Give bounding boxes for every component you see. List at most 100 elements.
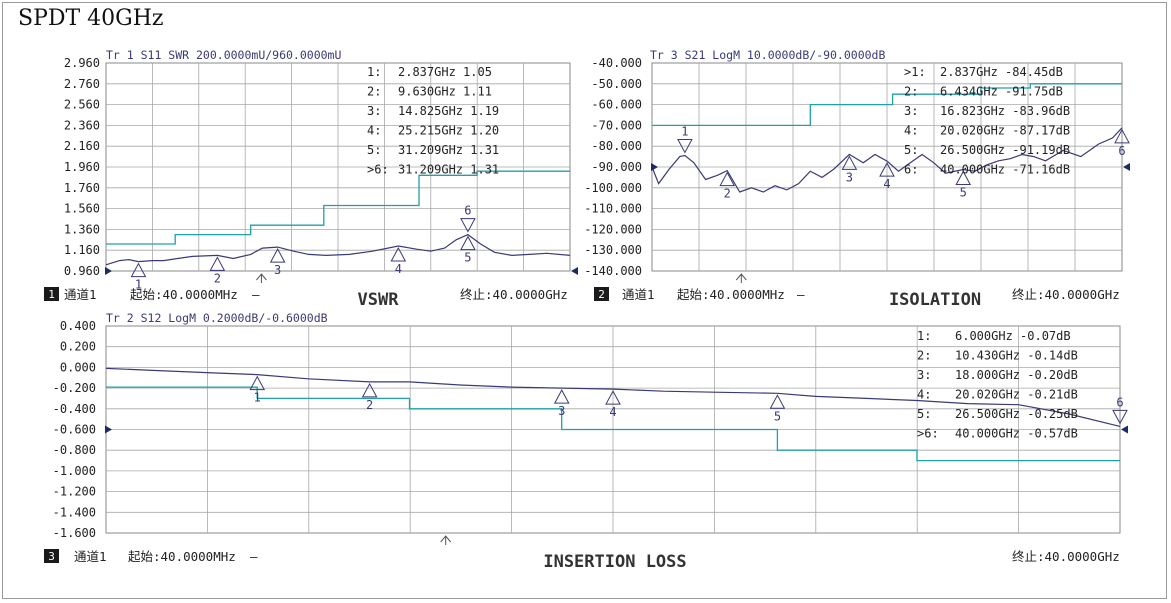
vswr-marker-table-value: 31.209GHz 1.31 [398,143,499,157]
vswr-y-tick-label: 2.160 [64,139,100,153]
isolation-y-tick-label: -80.000 [591,139,642,153]
vswr-channel-badge-number: 1 [48,288,55,301]
insertion-loss-marker-5 [769,394,786,409]
vswr-stimulus-arrow [256,273,267,283]
isolation-marker-table-prefix: 2: [904,85,918,99]
isolation-y-tick-label: -100.000 [584,181,642,195]
isolation-y-tick-label: -140.000 [584,264,642,278]
insertion-loss-marker-table-value: 40.000GHz -0.57dB [955,427,1078,441]
insertion-loss-marker-table-prefix: 2: [917,349,931,363]
isolation-start-dash: — [797,287,805,302]
vswr-series-trace [105,233,571,266]
isolation-marker-table-prefix: 3: [904,104,918,118]
vswr-marker-label-4: 4 [395,262,402,276]
insertion-loss-y-tick-label: -1.400 [53,505,96,519]
isolation-marker-label-2: 2 [724,187,731,201]
vswr-y-tick-label: 0.960 [64,264,100,278]
insertion-loss-series-limit [106,386,1120,462]
vswr-marker-table-prefix: >6: [367,163,389,177]
vswr-stop-label: 终止:40.0000GHz [460,287,568,302]
vswr-marker-table-prefix: 3: [367,104,381,118]
isolation-marker-label-5: 5 [960,185,967,199]
isolation-marker-6 [1114,128,1130,144]
insertion-loss-marker-table-value: 26.500GHz -0.25dB [955,407,1078,421]
vswr-marker-table-value: 9.630GHz 1.11 [398,85,492,99]
isolation-marker-table-prefix: 6: [904,163,918,177]
insertion-loss-y-tick-label: -1.600 [53,526,96,540]
insertion-loss-marker-label-6: 6 [1116,395,1123,409]
vswr-channel-badge [44,287,59,301]
vswr-channel-label: 通道1 [64,287,97,302]
insertion-loss-marker-label-2: 2 [366,398,373,412]
isolation-marker-table-value: 40.000GHz -71.16dB [940,163,1070,177]
isolation-marker-table-prefix: 4: [904,124,918,138]
isolation-channel-badge [594,287,609,301]
isolation-y-tick-label: -70.000 [591,118,642,132]
insertion-loss-y-tick-label: 0.000 [60,360,96,374]
insertion-loss-marker-table-value: 18.000GHz -0.20dB [955,368,1078,382]
insertion-loss-y-tick-label: -0.800 [53,443,96,457]
isolation-stimulus-arrow [735,273,747,283]
vswr-marker-table-prefix: 1: [367,65,381,79]
insertion-loss-start-dash: — [250,549,258,564]
vswr-marker-label-2: 2 [214,271,221,285]
insertion-loss-y-tick-label: -1.200 [53,485,96,499]
insertion-loss-y-tick-label: -0.600 [53,423,96,437]
isolation-y-tick-label: -60.000 [591,98,642,112]
vswr-y-tick-label: 1.360 [64,222,100,236]
isolation-channel-badge-number: 2 [598,288,605,301]
insertion-loss-marker-label-5: 5 [774,409,781,423]
insertion-loss-marker-table-value: 20.020GHz -0.21dB [955,388,1078,402]
isolation-ref-arrow-right [1123,163,1130,171]
vswr-y-tick-label: 1.560 [64,202,100,216]
vswr-trace-header: Tr 1 S11 SWR 200.0000mU/960.0000mU [106,48,341,62]
vswr-marker-table-prefix: 5: [367,143,381,157]
isolation-marker-table-value: 16.823GHz -83.96dB [940,104,1070,118]
vswr-marker-table-value: 31.209GHz 1.31 [398,163,499,177]
isolation-trace-header: Tr 3 S21 LogM 10.0000dB/-90.0000dB [650,48,885,62]
isolation-marker-4 [879,162,895,177]
vswr-y-tick-label: 2.760 [64,77,100,91]
vswr-marker-6 [460,218,476,233]
vswr-marker-table-value: 25.215GHz 1.20 [398,124,499,138]
vswr-chart-title: VSWR [358,290,400,310]
insertion-loss-chart: 0.400 0.200 0.000 -0.200 -0.400 -0.600 -0.800 -… [44,311,1128,572]
isolation-ref-arrow-left [651,163,658,171]
vswr-marker-table-prefix: 2: [367,85,381,99]
insertion-loss-marker-table-prefix: 1: [917,329,931,343]
insertion-loss-series-trace [105,367,1121,427]
insertion-loss-marker-4 [605,390,621,405]
insertion-loss-marker-label-1: 1 [254,391,261,405]
isolation-marker-5 [955,170,972,185]
vswr-marker-3 [269,248,286,263]
isolation-y-tick-label: -90.000 [591,160,642,174]
insertion-loss-channel-label: 通道1 [74,549,107,564]
vswr-start-dash: — [252,287,260,302]
insertion-loss-y-tick-label: -0.400 [53,402,96,416]
isolation-marker-label-4: 4 [883,177,890,191]
insertion-loss-stop-label: 终止:40.0000GHz [1012,549,1120,564]
insertion-loss-start-label: 起始:40.0000MHz [128,549,236,564]
isolation-y-tick-label: -50.000 [591,77,642,91]
vswr-marker-label-1: 1 [135,278,142,292]
isolation-chart-title: ISOLATION [889,290,981,310]
isolation-y-tick-label: -120.000 [584,222,642,236]
vswr-marker-label-6: 6 [464,204,471,218]
vswr-marker-table-value: 2.837GHz 1.05 [398,65,492,79]
insertion-loss-marker-table-prefix: 4: [917,388,931,402]
isolation-marker-table-value: 20.020GHz -87.17dB [940,124,1070,138]
page-title: SPDT 40GHz [18,6,164,31]
isolation-marker-table-value: 2.837GHz -84.45dB [940,65,1063,79]
isolation-marker-3 [841,155,858,170]
vswr-y-tick-label: 1.960 [64,160,100,174]
isolation-y-tick-label: -130.000 [584,243,642,257]
vswr-marker-label-3: 3 [274,263,281,277]
vswr-series-limit [106,170,570,245]
isolation-series-trace [651,127,1123,193]
vswr-marker-2 [209,256,226,271]
vswr-y-tick-label: 2.360 [64,118,100,132]
vswr-start-label: 起始:40.0000MHz [130,287,238,302]
vswr-y-tick-label: 1.160 [64,243,100,257]
vswr-marker-1 [130,262,147,278]
